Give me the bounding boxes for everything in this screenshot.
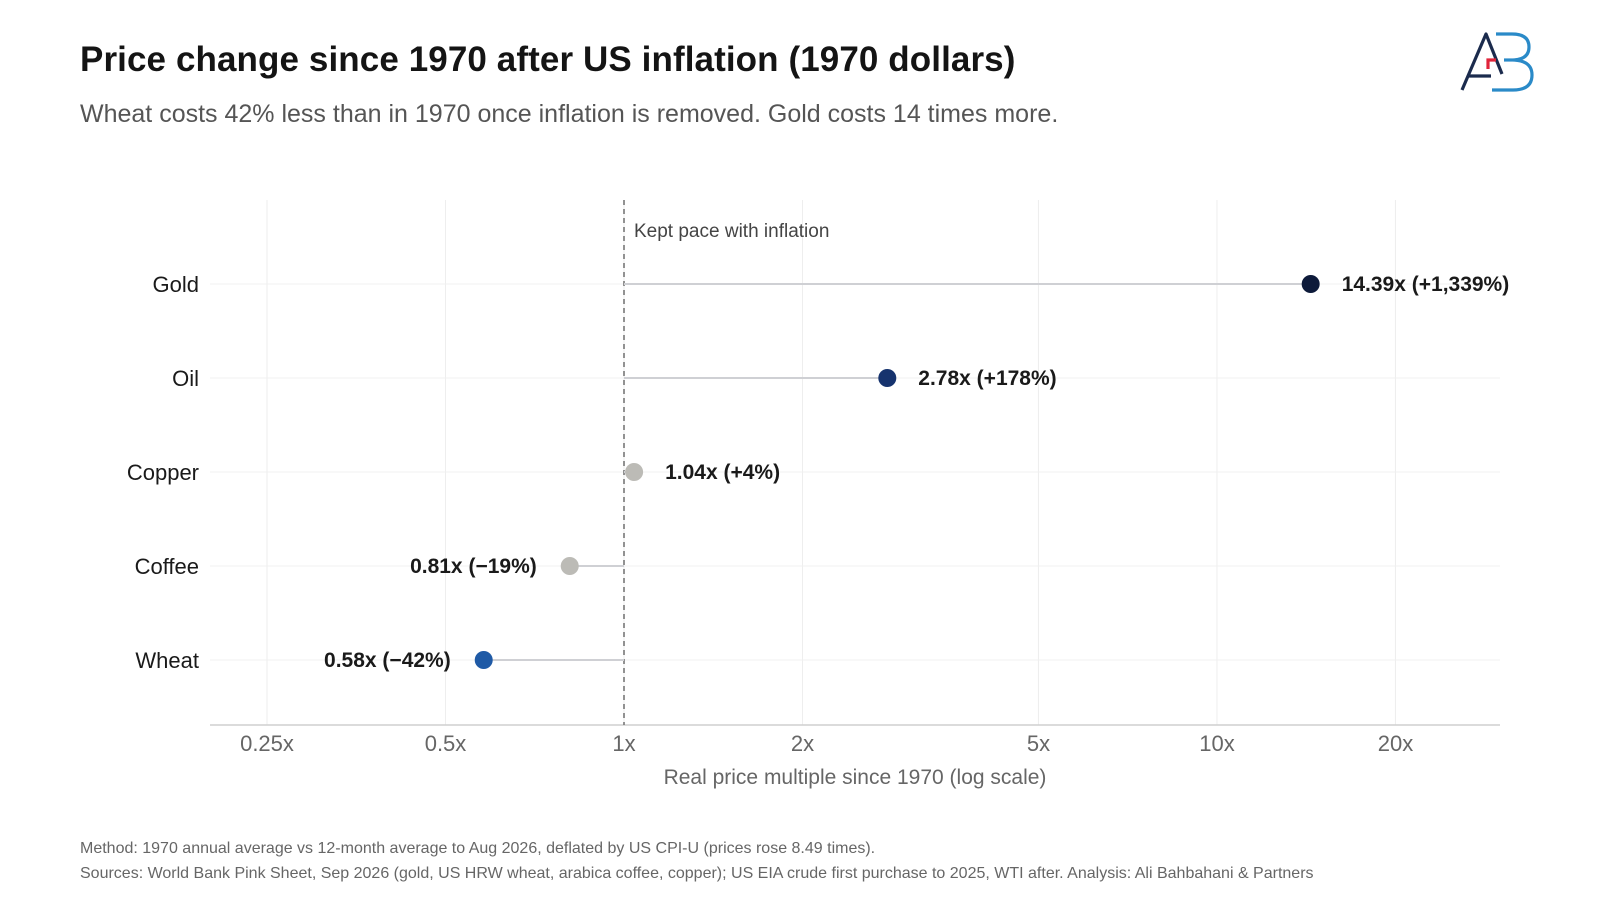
x-tick-label-5: 10x	[1199, 731, 1234, 756]
chart-subtitle: Wheat costs 42% less than in 1970 once i…	[80, 100, 1059, 128]
x-tick-label-3: 2x	[791, 731, 814, 756]
category-labels: Gold Oil Copper Coffee Wheat	[127, 272, 199, 673]
value-label-wheat: 0.58x (−42%)	[324, 649, 451, 672]
chart-title: Price change since 1970 after US inflati…	[80, 40, 1016, 79]
x-tick-label-0: 0.25x	[240, 731, 294, 756]
category-label-wheat: Wheat	[135, 648, 199, 673]
x-tick-label-2: 1x	[612, 731, 635, 756]
value-labels: 14.39x (+1,339%) 2.78x (+178%) 1.04x (+4%)…	[324, 273, 1509, 672]
horizontal-gridlines	[210, 283, 1500, 661]
category-label-coffee: Coffee	[135, 554, 199, 579]
dot-wheat	[474, 651, 493, 669]
x-tick-label-1: 0.5x	[425, 731, 467, 756]
category-label-oil: Oil	[172, 366, 199, 391]
x-tick-label-4: 5x	[1027, 731, 1050, 756]
value-label-gold: 14.39x (+1,339%)	[1342, 273, 1510, 296]
lollipop-stems	[483, 283, 1311, 661]
value-label-coffee: 0.81x (−19%)	[410, 555, 537, 578]
value-label-oil: 2.78x (+178%)	[918, 367, 1056, 390]
dot-coffee	[560, 557, 579, 575]
value-label-copper: 1.04x (+4%)	[665, 461, 780, 484]
sources-note: Sources: World Bank Pink Sheet, Sep 2026…	[80, 865, 1314, 882]
x-tick-labels: 0.25x 0.5x 1x 2x 5x 10x 20x	[240, 731, 1413, 756]
category-label-gold: Gold	[153, 272, 199, 297]
vertical-gridlines	[266, 200, 1396, 725]
logo-red-mark	[1486, 58, 1496, 69]
ab-logo	[1460, 32, 1534, 92]
dot-gold	[1301, 275, 1320, 293]
reference-line-label: Kept pace with inflation	[634, 221, 829, 242]
dot-oil	[878, 369, 897, 387]
lollipop-dots	[474, 275, 1320, 669]
x-tick-label-6: 20x	[1378, 731, 1413, 756]
dot-copper	[625, 463, 644, 481]
logo-letter-a	[1460, 32, 1504, 91]
method-note: Method: 1970 annual average vs 12-month …	[80, 840, 876, 857]
category-label-copper: Copper	[127, 460, 199, 485]
x-axis-title: Real price multiple since 1970 (log scal…	[664, 766, 1047, 789]
